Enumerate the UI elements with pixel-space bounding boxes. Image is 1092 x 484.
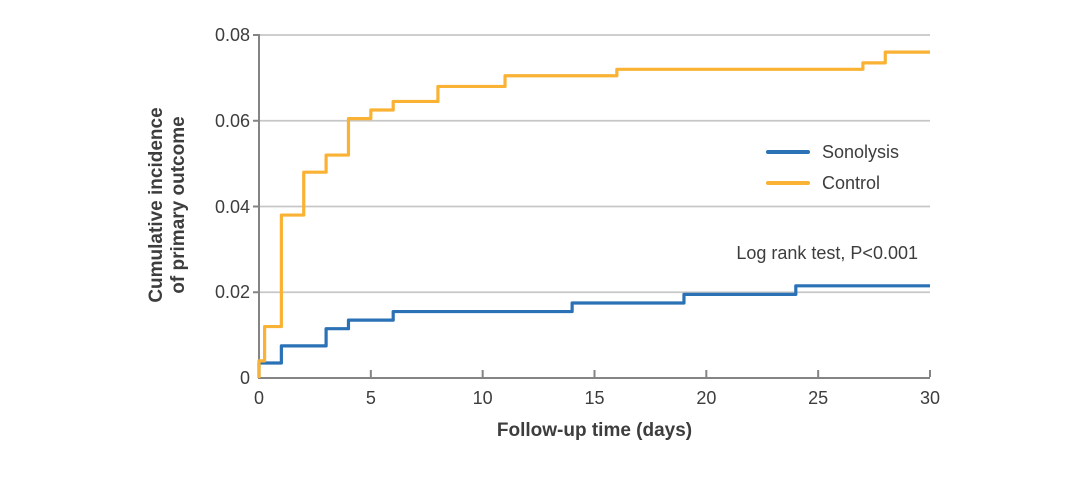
legend-item-sonolysis: Sonolysis	[766, 136, 899, 167]
y-tick-label-0.08: 0.08	[214, 25, 250, 45]
x-tick-label-15: 15	[584, 388, 605, 408]
legend-label-sonolysis: Sonolysis	[822, 141, 900, 162]
x-tick-label-25: 25	[808, 388, 829, 408]
legend-item-control: Control	[766, 167, 899, 198]
control-curve	[257, 50, 930, 378]
x-tick-label-10: 10	[472, 388, 493, 408]
x-tick-label-30: 30	[919, 388, 941, 408]
legend-label-control: Control	[822, 172, 881, 193]
y-axis-title: Cumulative incidence of primary outcome	[146, 75, 192, 335]
legend: Sonolysis Control	[766, 136, 899, 198]
x-tick-label-0: 0	[253, 388, 264, 408]
y-tick-label-0.06: 0.06	[214, 110, 250, 131]
sonolysis-curve	[257, 284, 930, 378]
log-rank-annotation: Log rank test, P<0.001	[736, 243, 918, 263]
y-tick-label-0: 0	[239, 368, 250, 388]
x-tick-label-5: 5	[365, 388, 376, 408]
x-axis-title: Follow-up time (days)	[496, 420, 693, 441]
y-axis-title-line1: Cumulative incidence	[146, 107, 167, 303]
y-tick-label-0.02: 0.02	[214, 282, 250, 303]
control-line-swatch	[766, 180, 810, 185]
sonolysis-line-swatch	[766, 149, 810, 154]
y-tick-label-0.04: 0.04	[214, 196, 250, 217]
x-tick-label-20: 20	[696, 388, 717, 408]
y-axis-title-line2: of primary outcome	[168, 116, 189, 294]
